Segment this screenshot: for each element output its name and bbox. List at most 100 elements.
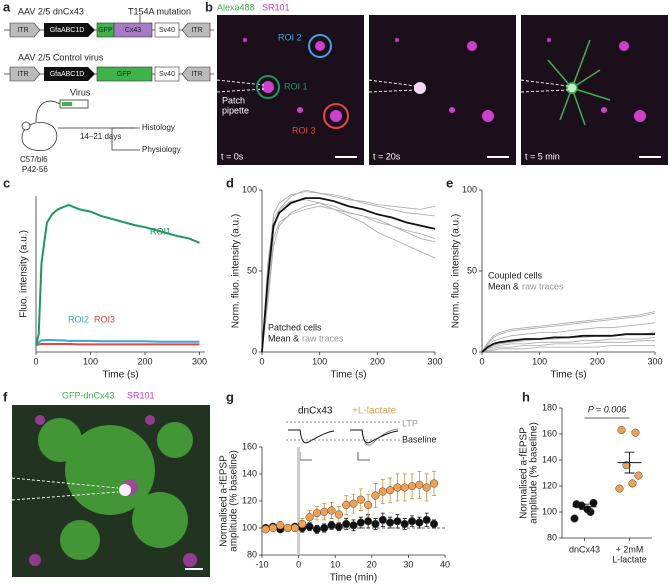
point xyxy=(393,517,402,526)
mouse-strain: C57/bl6 xyxy=(20,155,48,164)
y-tick-label: 100 xyxy=(462,184,477,194)
point xyxy=(305,522,314,531)
point xyxy=(378,515,387,524)
stimulus-marker xyxy=(297,447,301,555)
channel-label: SR101 xyxy=(127,390,155,400)
promoter-box xyxy=(44,23,95,37)
point xyxy=(634,471,643,480)
p-value: P = 0.006 xyxy=(588,404,626,414)
series-line xyxy=(481,337,656,353)
legend-label: raw traces xyxy=(522,281,564,291)
panel-label: g xyxy=(226,389,234,404)
series-line xyxy=(35,339,200,346)
x-tick-label: 200 xyxy=(590,356,605,366)
x-tick-label: 0 xyxy=(296,559,301,569)
series-line xyxy=(481,322,656,353)
y-tick-label: 140 xyxy=(242,468,257,478)
sv40-box xyxy=(154,66,180,82)
itr-box xyxy=(9,66,41,82)
cell-blobs xyxy=(243,38,646,122)
point xyxy=(429,519,439,529)
point xyxy=(400,519,409,529)
error-bar xyxy=(579,503,590,510)
timepoint: t = 20s xyxy=(373,151,401,161)
x-tick-label: -10 xyxy=(255,559,268,569)
point xyxy=(290,523,299,533)
sv40-box xyxy=(154,22,180,38)
promoter-box xyxy=(44,67,95,81)
legend-label: ROI1 xyxy=(150,226,171,236)
y-axis-label: amplitude (% baseline) xyxy=(529,422,540,524)
channel-label: Alexa488 xyxy=(217,2,255,12)
legend-title: Coupled cells xyxy=(488,270,543,280)
series-line xyxy=(481,345,655,353)
y-tick-label: 100 xyxy=(542,506,557,516)
point xyxy=(371,491,380,500)
roi-circle xyxy=(323,103,349,129)
point xyxy=(386,518,395,527)
y-axis-label: Normalised a-fEPSP xyxy=(219,455,230,547)
inset-trace xyxy=(350,429,399,444)
point xyxy=(305,513,314,522)
coupled-cell xyxy=(547,39,611,126)
x-tick-label: 0 xyxy=(259,356,264,366)
inset-label: LTP xyxy=(402,418,418,428)
series-line xyxy=(35,343,200,347)
mutation-note: T154A mutation xyxy=(128,6,191,16)
y-axis-label: amplitude (% baseline) xyxy=(229,450,240,552)
element-label: Cx43 xyxy=(125,27,141,34)
x-tick-label: 10 xyxy=(330,559,340,569)
pipette-label: pipette xyxy=(222,105,249,115)
histology-panel: GFP-dnCx43 SR101 xyxy=(11,390,210,577)
series-line xyxy=(35,203,200,346)
point xyxy=(327,506,336,515)
point xyxy=(631,428,640,437)
y-axis-label: Fluo. intensity (a.u.) xyxy=(19,230,30,318)
legend-label: Mean & xyxy=(268,333,299,343)
point xyxy=(393,483,402,492)
point xyxy=(334,522,343,531)
point xyxy=(349,499,358,508)
point xyxy=(386,486,395,495)
y-tick-label: 80 xyxy=(247,549,257,559)
x-axis-label: Time (s) xyxy=(102,370,138,381)
series-line xyxy=(481,340,655,353)
roi-label: ROI 1 xyxy=(284,81,308,91)
legend-title: Patched cells xyxy=(268,322,322,332)
duration-label: 14–21 days xyxy=(80,132,121,141)
x-tick-label: L-lactate xyxy=(612,554,647,564)
panel-label: a xyxy=(3,0,11,14)
point xyxy=(356,518,365,527)
point xyxy=(261,525,270,534)
image xyxy=(369,15,516,165)
vector-label: AAV 2/5 dnCx43 xyxy=(18,6,84,16)
element-label: Sv40 xyxy=(159,27,175,34)
point xyxy=(364,517,373,526)
x-axis-label: Time (min) xyxy=(330,573,377,584)
x-tick-label: 300 xyxy=(427,356,442,366)
syringe-content xyxy=(62,102,72,106)
y-tick-label: 120 xyxy=(542,480,557,490)
legend-label: dnCx43 xyxy=(298,406,333,417)
cx43-box xyxy=(113,22,153,38)
y-axis-label: Normalised a-fEPSP xyxy=(519,427,530,519)
mouse-icon xyxy=(21,122,58,151)
element-label: GfaABC1D xyxy=(50,71,85,78)
point xyxy=(327,521,336,530)
x-tick-label: 300 xyxy=(192,356,207,366)
timepoint: t = 5 min xyxy=(525,151,560,161)
point xyxy=(617,426,626,435)
mouse-age: P42-56 xyxy=(22,165,48,174)
panel-label: d xyxy=(226,175,234,190)
panel-label: c xyxy=(3,175,10,190)
x-tick-label: 100 xyxy=(83,356,98,366)
series-line xyxy=(481,311,656,353)
x-tick-label: 40 xyxy=(440,559,450,569)
roi-circle xyxy=(308,34,332,58)
legend-label: +L-lactate xyxy=(352,406,397,417)
point xyxy=(268,523,278,533)
element-label: GFP xyxy=(98,27,113,34)
itr-box xyxy=(181,22,211,38)
